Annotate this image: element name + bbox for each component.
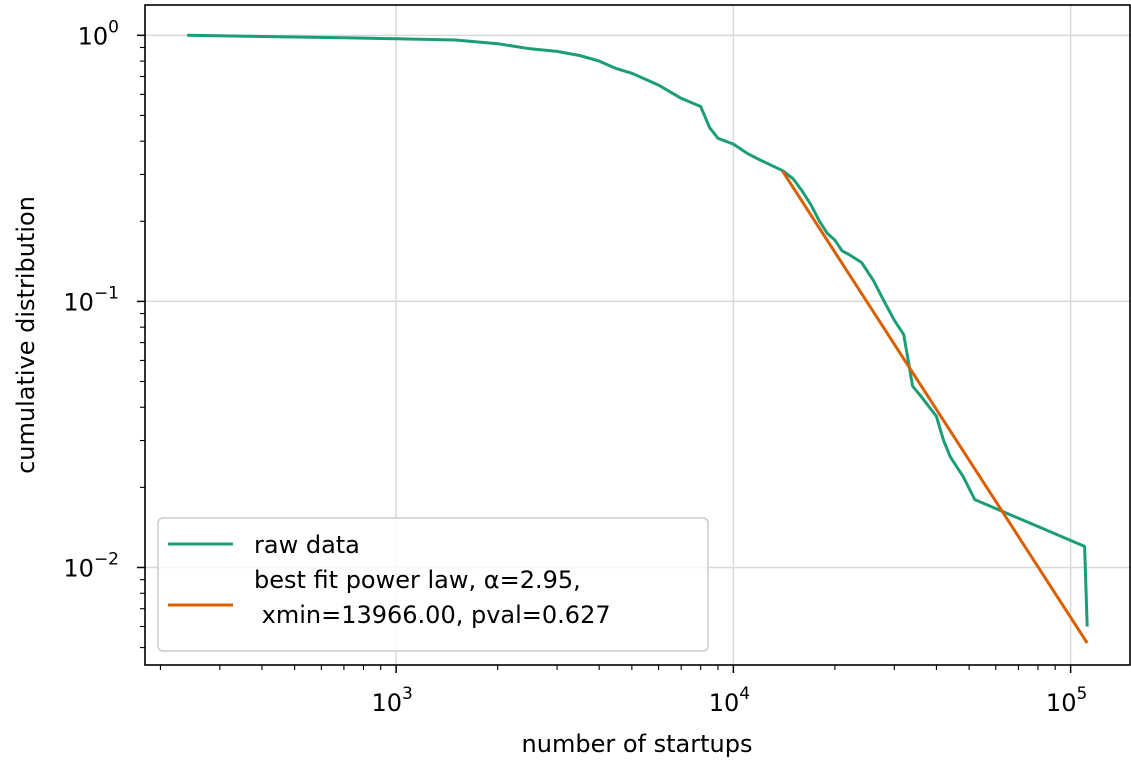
- y-tick-label: 10−2: [63, 549, 119, 582]
- legend-label-raw-data: raw data: [254, 531, 360, 559]
- legend-box: [157, 517, 709, 652]
- x-tick-label: 103: [371, 684, 412, 717]
- legend: raw data best fit power law, α=2.95, xmi…: [157, 517, 709, 652]
- plot-area: [187, 33, 1089, 644]
- series-line-raw-data: [187, 33, 1089, 627]
- y-axis-label: cumulative distribution: [12, 196, 40, 474]
- y-tick-label: 100: [78, 17, 119, 50]
- legend-label-power-law-fit-line-1: best fit power law, α=2.95,: [254, 566, 581, 594]
- axis-ticks: 103 104 105 100 10−1 10−2: [63, 17, 1087, 717]
- axes-frame: [144, 4, 1131, 666]
- x-axis-label: number of startups: [522, 730, 753, 758]
- legend-label-power-law-fit-line-2: xmin=13966.00, pval=0.627: [254, 601, 611, 629]
- legend-label-power-law-fit: best fit power law, α=2.95, xmin=13966.0…: [254, 566, 649, 629]
- y-tick-label: 10−1: [63, 283, 119, 316]
- x-tick-label: 104: [709, 684, 750, 717]
- x-tick-label: 105: [1046, 684, 1087, 717]
- series-line-power-law-fit: [781, 169, 1089, 644]
